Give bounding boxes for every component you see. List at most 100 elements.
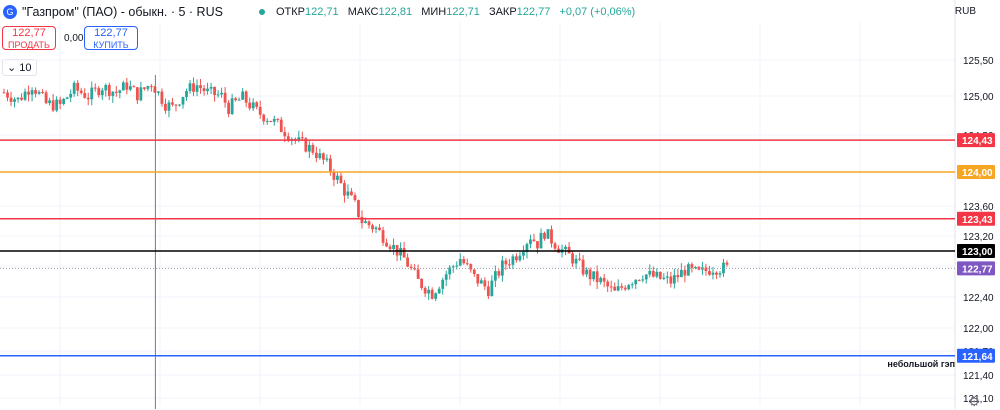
candle-body: [420, 278, 424, 288]
candle-body: [507, 264, 511, 266]
candle-body: [571, 253, 574, 264]
level-price-label: 123,43: [962, 215, 993, 226]
candle-body: [616, 286, 620, 291]
last-price-label: 122,77: [962, 264, 993, 275]
candle-body: [592, 271, 596, 280]
candle-body: [164, 103, 167, 111]
candle-body: [272, 118, 276, 122]
candle-body: [472, 269, 476, 275]
spread-value: 0,00: [64, 32, 84, 44]
candle-body: [395, 244, 399, 256]
candle-body: [220, 92, 224, 95]
ohlc-close-value: 122,77: [516, 6, 551, 18]
candle-body: [27, 91, 30, 95]
candle-body: [188, 83, 192, 92]
candle-body: [181, 96, 185, 105]
candle-body: [708, 271, 711, 275]
level-price-label: 124,00: [962, 168, 993, 179]
candle-body: [30, 90, 34, 95]
candle-body: [157, 91, 160, 93]
candle-body: [504, 260, 508, 265]
candle-body: [683, 269, 687, 276]
candle-body: [121, 82, 125, 91]
candle-body: [265, 120, 269, 122]
candle-body: [69, 93, 73, 98]
candle-body: [258, 106, 262, 115]
candle-body: [444, 274, 448, 280]
candle-body: [378, 227, 381, 231]
candle-body: [637, 279, 641, 281]
ohlc-legend: ОТКР122,71 МАКС122,81 МИН122,71 ЗАКР122,…: [253, 6, 635, 18]
candle-body: [178, 104, 181, 106]
candle-body: [623, 287, 627, 290]
y-tick-label: 123,20: [963, 232, 994, 243]
candle-body: [51, 100, 55, 111]
y-tick-label: 123,60: [963, 202, 994, 213]
candle-body: [715, 272, 718, 275]
symbol-title[interactable]: "Газпром" (ПАО) - обыкн. · 5 · RUS: [22, 5, 223, 19]
candle-body: [248, 102, 252, 109]
candle-body: [497, 271, 501, 276]
candle-body: [553, 243, 557, 249]
sell-label: ПРОДАТЬ: [8, 40, 50, 50]
candle-body: [346, 191, 350, 196]
candle-body: [72, 82, 76, 94]
candle-body: [216, 94, 220, 96]
candle-body: [479, 280, 483, 284]
candle-body: [160, 91, 164, 104]
candle-body: [150, 86, 153, 88]
candle-body: [300, 137, 304, 139]
candle-body: [658, 271, 662, 279]
candle-body: [595, 271, 599, 283]
candle-body: [567, 246, 571, 254]
candle-body: [279, 119, 283, 133]
candle-body: [199, 85, 202, 89]
candle-body: [550, 229, 553, 244]
candle-body: [367, 221, 371, 226]
candle-body: [118, 90, 122, 93]
candle-body: [111, 91, 115, 96]
level-price-tag: [957, 348, 995, 363]
candle-body: [627, 285, 631, 290]
candle-body: [613, 286, 617, 291]
candle-body: [511, 256, 515, 265]
sell-button[interactable]: 122,77 ПРОДАТЬ: [2, 26, 56, 50]
candle-body: [448, 267, 452, 275]
gear-icon[interactable]: ⚙: [968, 394, 980, 409]
candle-body: [329, 158, 332, 172]
candle-body: [434, 293, 438, 299]
candle-body: [574, 258, 578, 264]
candle-body: [146, 86, 150, 89]
buy-button[interactable]: 122,77 КУПИТЬ: [84, 26, 138, 50]
candle-body: [676, 275, 680, 278]
candle-body: [694, 266, 697, 268]
candle-body: [9, 97, 13, 102]
candle-body: [525, 244, 529, 253]
candle-body: [704, 267, 708, 272]
candle-body: [462, 259, 466, 264]
candle-body: [416, 269, 420, 279]
candle-body: [37, 91, 41, 94]
candle-body: [500, 260, 504, 276]
candle-body: [142, 87, 146, 89]
candle-body: [195, 85, 199, 92]
candle-body: [357, 200, 360, 217]
candle-body: [114, 91, 118, 93]
candle-body: [515, 256, 518, 261]
candle-body: [339, 175, 343, 184]
candle-body: [6, 92, 9, 98]
y-tick-label: 121,10: [963, 394, 994, 405]
currency-selector[interactable]: RUB: [954, 6, 976, 17]
candle-body: [672, 275, 676, 284]
buy-price: 122,77: [94, 27, 128, 39]
indicators-toggle[interactable]: ⌄ 10: [2, 59, 37, 76]
candle-body: [55, 99, 59, 111]
candle-body: [350, 191, 353, 196]
candle-body: [371, 225, 374, 230]
candle-body: [100, 90, 104, 96]
level-price-label: 121,64: [962, 352, 993, 363]
candle-body: [539, 232, 543, 249]
candle-body: [609, 286, 613, 288]
candle-body: [311, 144, 315, 153]
